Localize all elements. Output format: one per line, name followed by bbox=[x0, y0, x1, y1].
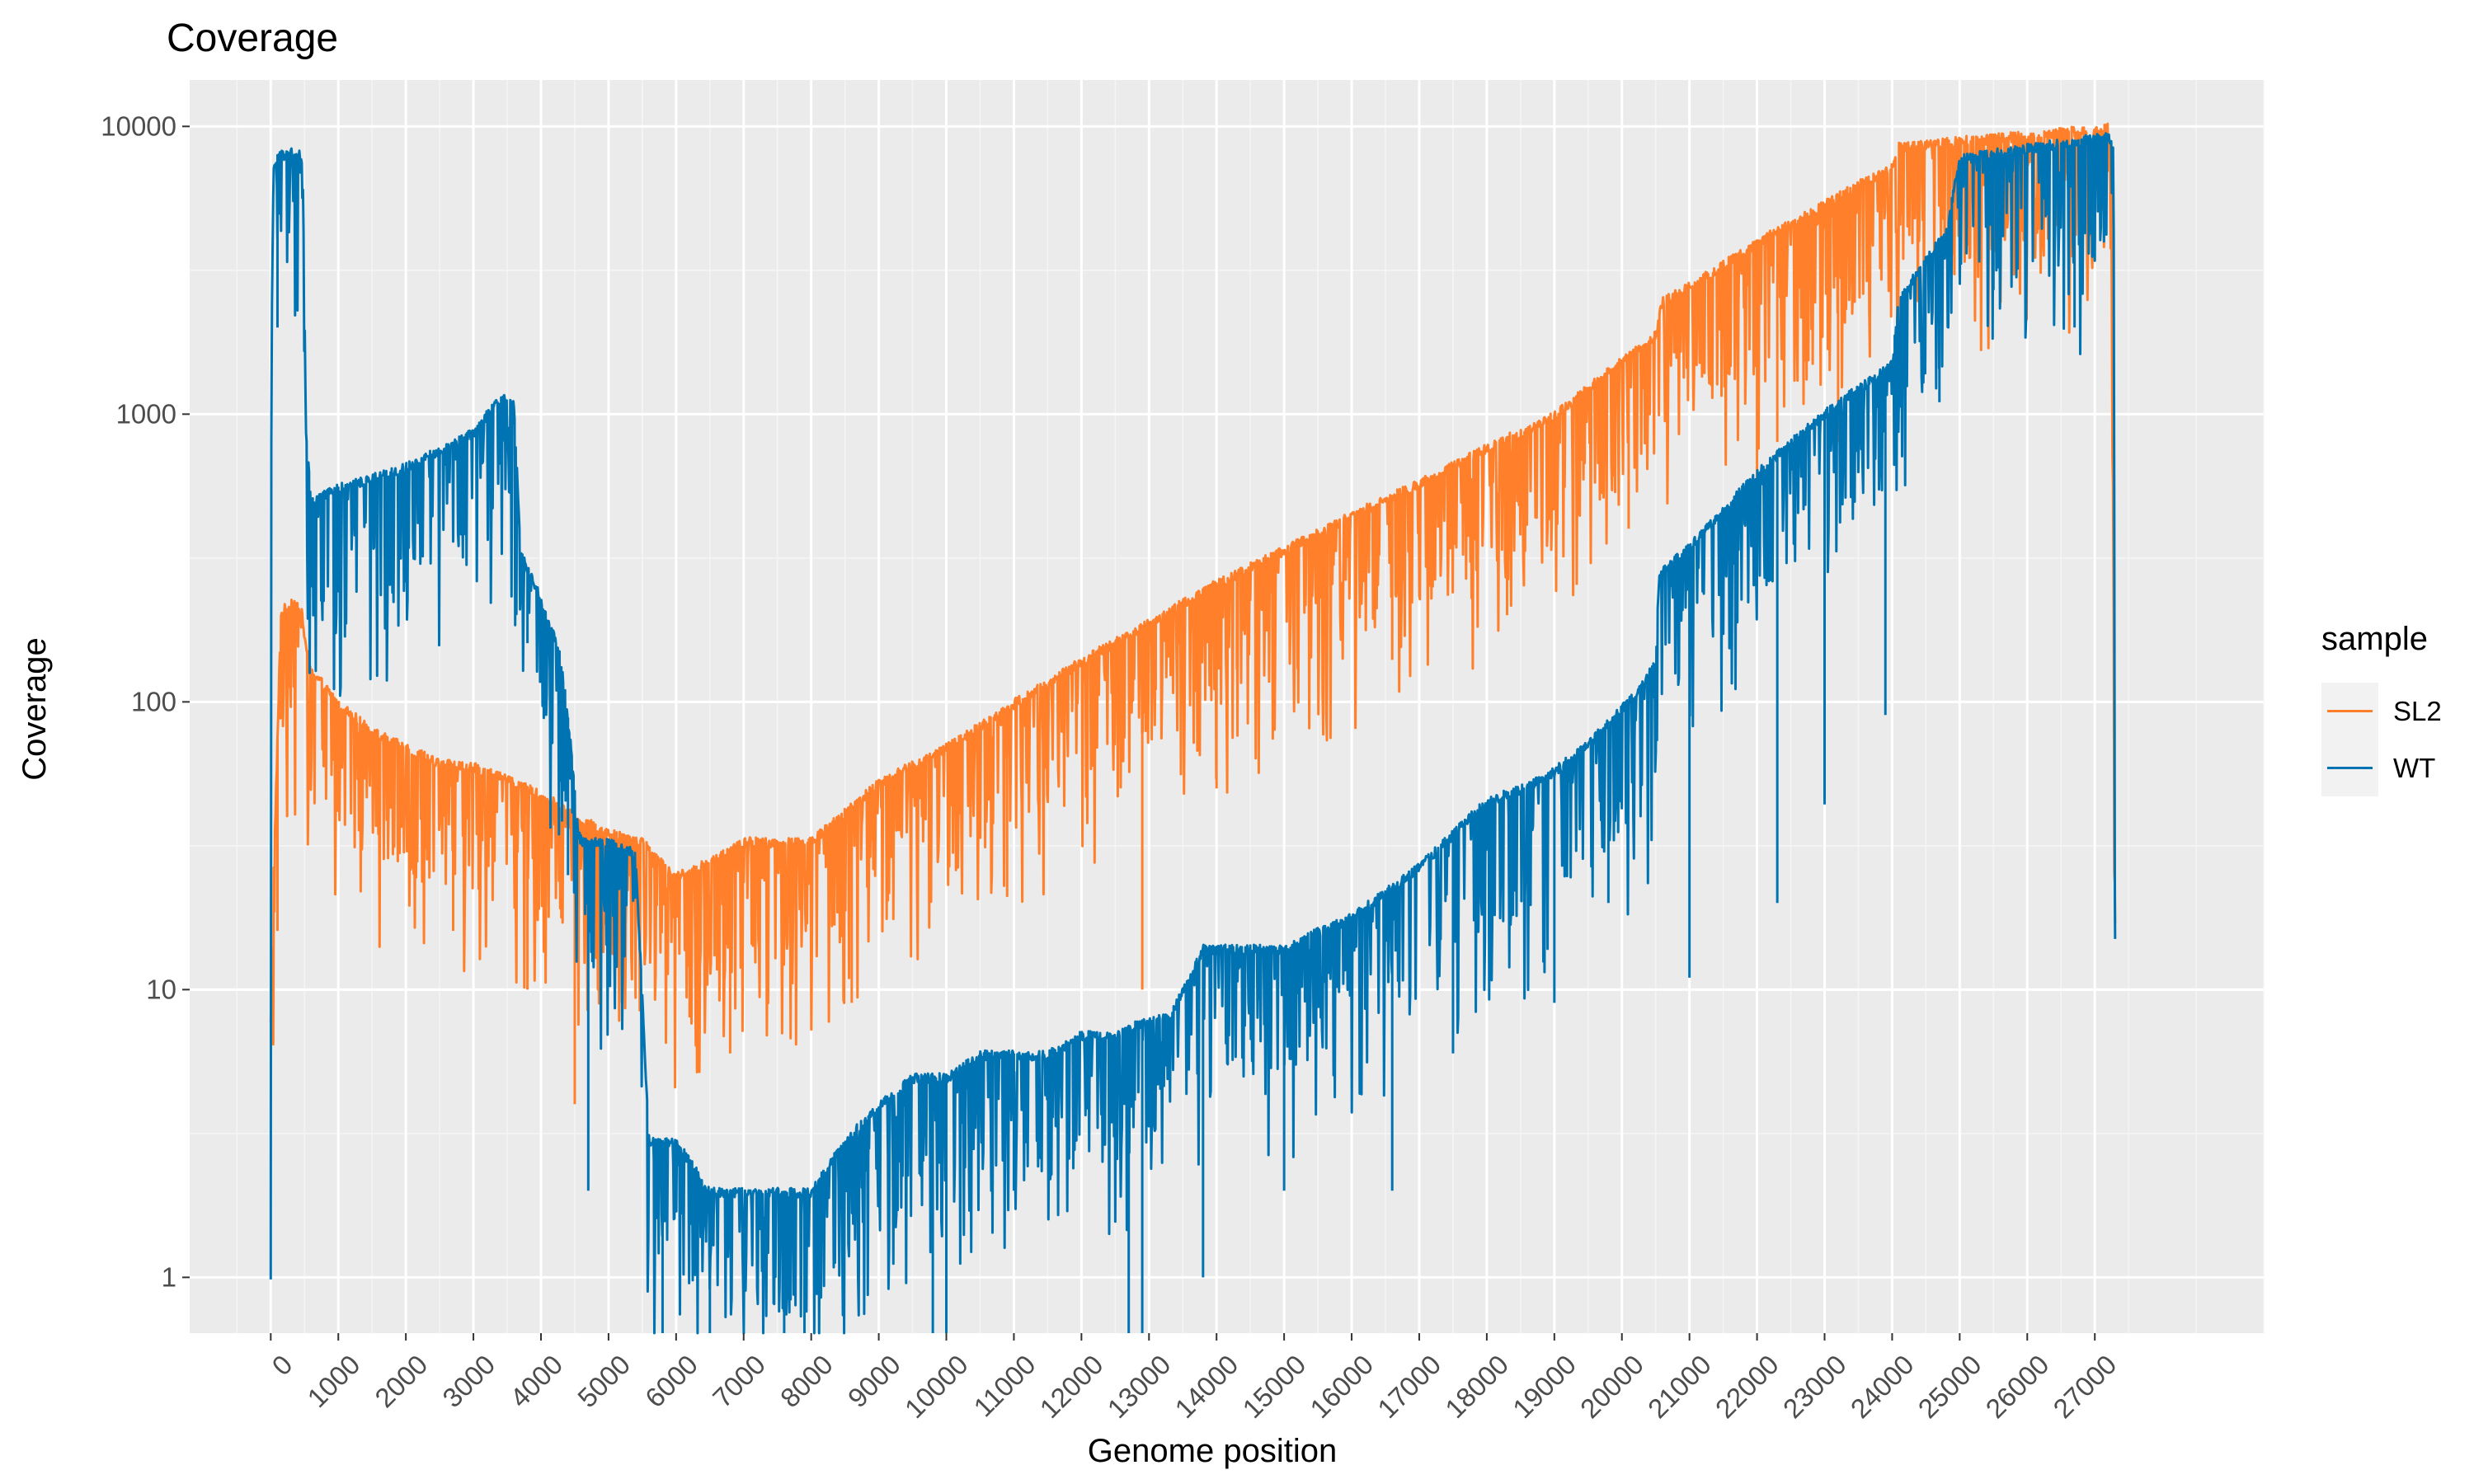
y-tick-label: 10000 bbox=[101, 110, 176, 141]
y-tick-label: 1000 bbox=[116, 398, 176, 429]
x-tick-label: 20000 bbox=[1574, 1349, 1649, 1424]
x-axis: 0 1000 2000 3000 4000 5000 6000 7000 8000 9000100… bbox=[266, 1333, 2122, 1424]
y-axis: 1 10 100 1000 10000 bbox=[101, 110, 190, 1292]
x-tick-label: 13000 bbox=[1102, 1349, 1177, 1424]
legend-title: sample bbox=[2321, 621, 2428, 657]
x-tick-label: 1000 bbox=[301, 1349, 365, 1413]
series-line-sl2 bbox=[269, 122, 2117, 1089]
x-tick-label: 22000 bbox=[1710, 1349, 1785, 1424]
x-tick-label: 15000 bbox=[1236, 1349, 1311, 1424]
x-tick-label: 2000 bbox=[369, 1349, 433, 1413]
legend-label-wt: WT bbox=[2393, 753, 2435, 783]
y-tick-label: 10 bbox=[146, 974, 176, 1004]
x-tick-label: 9000 bbox=[842, 1349, 906, 1413]
x-tick-label: 6000 bbox=[639, 1349, 703, 1413]
chart-title: Coverage bbox=[167, 16, 338, 60]
y-tick-label: 100 bbox=[131, 686, 176, 716]
x-tick-label: 14000 bbox=[1169, 1349, 1244, 1424]
series-line-wt bbox=[269, 132, 2117, 1335]
x-tick-label: 25000 bbox=[1912, 1349, 1987, 1424]
x-tick-label: 21000 bbox=[1642, 1349, 1717, 1424]
x-tick-label: 12000 bbox=[1034, 1349, 1109, 1424]
x-tick-label: 23000 bbox=[1777, 1349, 1852, 1424]
series-layer bbox=[269, 122, 2117, 1335]
x-tick-label: 0 bbox=[266, 1349, 298, 1381]
x-tick-label: 8000 bbox=[774, 1349, 839, 1413]
x-tick-label: 24000 bbox=[1845, 1349, 1920, 1424]
x-tick-label: 19000 bbox=[1507, 1349, 1582, 1424]
y-tick-label: 1 bbox=[162, 1261, 176, 1292]
legend-label-sl2: SL2 bbox=[2393, 696, 2442, 726]
x-tick-label: 17000 bbox=[1371, 1349, 1446, 1424]
x-tick-label: 10000 bbox=[899, 1349, 974, 1424]
x-tick-label: 26000 bbox=[1980, 1349, 2055, 1424]
x-axis-title: Genome position bbox=[1088, 1433, 1337, 1469]
x-tick-label: 3000 bbox=[436, 1349, 501, 1413]
x-tick-label: 11000 bbox=[967, 1349, 1041, 1422]
x-tick-label: 7000 bbox=[707, 1349, 771, 1413]
legend: sample SL2 WT bbox=[2321, 621, 2442, 796]
x-tick-label: 16000 bbox=[1304, 1349, 1379, 1424]
x-tick-label: 4000 bbox=[504, 1349, 568, 1413]
series-wt bbox=[269, 132, 2117, 1335]
x-tick-label: 5000 bbox=[571, 1349, 636, 1413]
x-tick-label: 27000 bbox=[2047, 1349, 2122, 1424]
y-axis-title: Coverage bbox=[16, 637, 53, 780]
x-tick-label: 18000 bbox=[1439, 1349, 1514, 1424]
